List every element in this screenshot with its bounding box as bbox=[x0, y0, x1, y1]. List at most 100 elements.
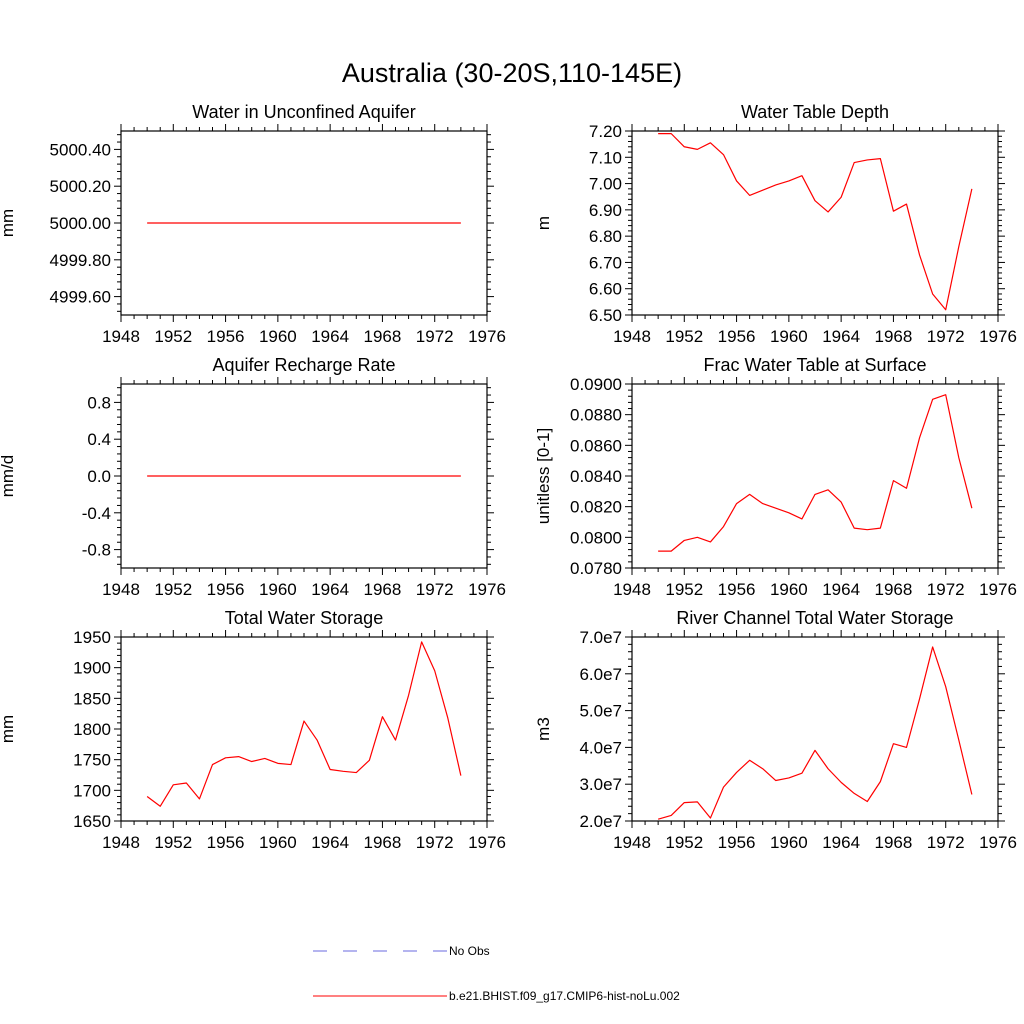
x-tick-label: 1952 bbox=[665, 580, 703, 599]
y-tick-label: 1750 bbox=[73, 751, 111, 770]
y-tick-label: 5000.20 bbox=[50, 177, 111, 196]
y-tick-label: 6.90 bbox=[589, 201, 622, 220]
x-tick-label: 1948 bbox=[102, 327, 140, 346]
x-tick-label: 1972 bbox=[416, 833, 454, 852]
chart-panel-1: Water in Unconfined Aquifer 1948 1952 1956 1… bbox=[0, 102, 506, 346]
panel-title: River Channel Total Water Storage bbox=[676, 608, 953, 628]
x-tick-label: 1964 bbox=[822, 580, 860, 599]
y-tick-label: 6.50 bbox=[589, 306, 622, 325]
x-tick-label: 1960 bbox=[259, 833, 297, 852]
x-tick-label: 1976 bbox=[979, 580, 1017, 599]
y-tick-label: 1900 bbox=[73, 659, 111, 678]
x-tick-label: 1964 bbox=[822, 327, 860, 346]
x-tick-label: 1960 bbox=[259, 327, 297, 346]
series-line bbox=[657, 646, 973, 820]
panel-title: Aquifer Recharge Rate bbox=[212, 355, 395, 375]
x-tick-label: 1956 bbox=[207, 580, 245, 599]
panel-title: Water in Unconfined Aquifer bbox=[192, 102, 415, 122]
y-tick-label: 0.0 bbox=[87, 467, 111, 486]
x-tick-label: 1964 bbox=[311, 327, 349, 346]
y-tick-label: 5.0e7 bbox=[579, 702, 622, 721]
x-tick-label: 1948 bbox=[102, 580, 140, 599]
series-line bbox=[658, 133, 973, 311]
chart-panel-2: Water Table Depth 1948 1952 1956 1960 1964 196… bbox=[534, 102, 1017, 346]
plot-frame bbox=[631, 130, 999, 316]
y-axis-label: unitless [0-1] bbox=[534, 428, 553, 524]
x-tick-label: 1952 bbox=[154, 580, 192, 599]
chart-panel-6: River Channel Total Water Storage 1948 195… bbox=[534, 608, 1017, 852]
y-tick-label: 0.0840 bbox=[570, 467, 622, 486]
x-tick-label: 1976 bbox=[468, 580, 506, 599]
x-tick-label: 1948 bbox=[613, 327, 651, 346]
y-tick-label: 0.0860 bbox=[570, 436, 622, 455]
y-tick-label: 7.00 bbox=[589, 175, 622, 194]
x-tick-label: 1964 bbox=[311, 833, 349, 852]
y-tick-label: 6.60 bbox=[589, 280, 622, 299]
chart-panel-5: Total Water Storage 1948 1952 1956 1960 1964 1… bbox=[0, 608, 506, 852]
y-tick-label: 7.10 bbox=[589, 148, 622, 167]
y-tick-label: 2.0e7 bbox=[579, 812, 622, 831]
y-tick-label: 6.70 bbox=[589, 253, 622, 272]
y-tick-label: 1650 bbox=[73, 812, 111, 831]
y-tick-label: 7.0e7 bbox=[579, 628, 622, 647]
y-tick-label: 0.8 bbox=[87, 393, 111, 412]
y-axis-label: m bbox=[534, 216, 553, 230]
y-tick-label: 0.0780 bbox=[570, 559, 622, 578]
y-axis-label: mm bbox=[0, 715, 17, 743]
chart-panel-3: Aquifer Recharge Rate 1948 1952 1956 1960 196… bbox=[0, 355, 506, 599]
series-line bbox=[146, 641, 462, 807]
x-tick-label: 1968 bbox=[364, 833, 402, 852]
y-tick-label: 1850 bbox=[73, 689, 111, 708]
y-axis-label: mm bbox=[0, 209, 17, 237]
x-tick-label: 1952 bbox=[665, 327, 703, 346]
x-tick-label: 1952 bbox=[154, 327, 192, 346]
y-tick-label: -0.8 bbox=[82, 541, 111, 560]
x-tick-label: 1972 bbox=[416, 327, 454, 346]
x-tick-label: 1976 bbox=[468, 327, 506, 346]
x-tick-label: 1964 bbox=[822, 833, 860, 852]
y-tick-label: 1950 bbox=[73, 628, 111, 647]
x-tick-label: 1972 bbox=[927, 580, 965, 599]
x-tick-label: 1972 bbox=[927, 833, 965, 852]
y-tick-label: 5000.40 bbox=[50, 140, 111, 159]
x-tick-label: 1956 bbox=[718, 580, 756, 599]
x-tick-label: 1948 bbox=[613, 833, 651, 852]
panel-title: Total Water Storage bbox=[225, 608, 383, 628]
x-tick-label: 1968 bbox=[875, 580, 913, 599]
x-tick-label: 1968 bbox=[364, 580, 402, 599]
x-tick-label: 1960 bbox=[770, 327, 808, 346]
x-tick-label: 1976 bbox=[979, 833, 1017, 852]
y-tick-label: 1700 bbox=[73, 781, 111, 800]
x-tick-label: 1960 bbox=[770, 833, 808, 852]
x-tick-label: 1960 bbox=[770, 580, 808, 599]
x-tick-label: 1972 bbox=[927, 327, 965, 346]
y-tick-label: 4999.80 bbox=[50, 251, 111, 270]
panel-title: Water Table Depth bbox=[741, 102, 889, 122]
x-tick-label: 1956 bbox=[207, 327, 245, 346]
chart-panel-4: Frac Water Table at Surface 1948 1952 1956 1… bbox=[534, 355, 1017, 599]
x-tick-label: 1952 bbox=[665, 833, 703, 852]
x-tick-label: 1960 bbox=[259, 580, 297, 599]
figure-title: Australia (30-20S,110-145E) bbox=[342, 58, 682, 88]
y-tick-label: 5000.00 bbox=[50, 214, 111, 233]
x-tick-label: 1972 bbox=[416, 580, 454, 599]
y-tick-label: 6.0e7 bbox=[579, 665, 622, 684]
y-axis-label: m3 bbox=[534, 717, 553, 741]
legend: No Obs b.e21.BHIST.f09_g17.CMIP6-hist-no… bbox=[313, 944, 680, 1003]
x-tick-label: 1968 bbox=[875, 833, 913, 852]
y-tick-label: 4999.60 bbox=[50, 288, 111, 307]
y-tick-label: 3.0e7 bbox=[579, 775, 622, 794]
x-tick-label: 1968 bbox=[364, 327, 402, 346]
legend-no-obs-label: No Obs bbox=[449, 944, 490, 958]
y-tick-label: 1800 bbox=[73, 720, 111, 739]
x-tick-label: 1964 bbox=[311, 580, 349, 599]
plot-frame bbox=[631, 636, 999, 822]
y-tick-label: 0.0800 bbox=[570, 528, 622, 547]
y-tick-label: 6.80 bbox=[589, 227, 622, 246]
series-line bbox=[658, 394, 973, 552]
y-tick-label: 0.0880 bbox=[570, 406, 622, 425]
y-tick-label: 0.4 bbox=[87, 430, 111, 449]
x-tick-label: 1968 bbox=[875, 327, 913, 346]
x-tick-label: 1952 bbox=[154, 833, 192, 852]
